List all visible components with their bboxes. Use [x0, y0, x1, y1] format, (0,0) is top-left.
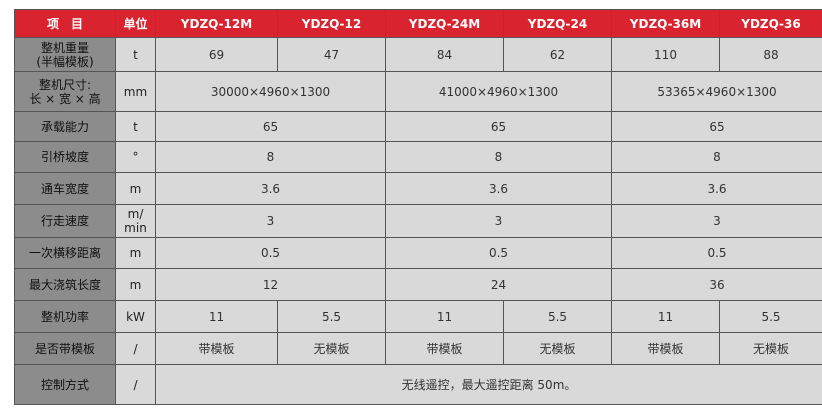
cell-value: 41000×4960×1300	[385, 71, 612, 112]
table-row: 引桥坡度 ° 8 8 8	[14, 141, 822, 173]
cell-value: 53365×4960×1300	[611, 71, 822, 112]
cell-value: 3	[385, 204, 612, 238]
row-unit: t	[115, 111, 156, 142]
cell-value: 69	[155, 37, 278, 72]
cell-value: 无线遥控，最大遥控距离 50m。	[155, 364, 822, 405]
cell-value: 3	[155, 204, 386, 238]
row-unit: t	[115, 37, 156, 72]
header-model: YDZQ-12M	[155, 9, 278, 38]
cell-value: 带模板	[155, 332, 278, 365]
row-label: 通车宽度	[14, 172, 116, 205]
cell-value: 65	[385, 111, 612, 142]
cell-value: 36	[611, 268, 822, 301]
row-label: 整机尺寸: 长 × 宽 × 高	[14, 71, 116, 112]
row-unit-line: min	[124, 221, 147, 235]
cell-value: 带模板	[385, 332, 504, 365]
table-row: 整机功率 kW 11 5.5 11 5.5 11 5.5	[14, 300, 822, 333]
table-row: 通车宽度 m 3.6 3.6 3.6	[14, 172, 822, 205]
table-row: 一次横移距离 m 0.5 0.5 0.5	[14, 237, 822, 269]
row-label-line: 整机尺寸:	[38, 77, 92, 92]
row-label-line: 长 × 宽 × 高	[29, 91, 101, 106]
table-row: 整机尺寸: 长 × 宽 × 高 mm 30000×4960×1300 41000…	[14, 71, 822, 112]
cell-value: 11	[155, 300, 278, 333]
row-unit: /	[115, 332, 156, 365]
table-row: 行走速度 m/ min 3 3 3	[14, 204, 822, 238]
cell-value: 0.5	[155, 237, 386, 269]
header-row: 项 目 单位 YDZQ-12M YDZQ-12 YDZQ-24M YDZQ-24…	[14, 9, 822, 38]
spec-table: 项 目 单位 YDZQ-12M YDZQ-12 YDZQ-24M YDZQ-24…	[14, 9, 822, 405]
row-label: 一次横移距离	[14, 237, 116, 269]
row-unit: kW	[115, 300, 156, 333]
cell-value: 24	[385, 268, 612, 301]
cell-value: 5.5	[503, 300, 612, 333]
table-row: 控制方式 / 无线遥控，最大遥控距离 50m。	[14, 364, 822, 405]
header-model: YDZQ-24	[503, 9, 612, 38]
header-model: YDZQ-12	[277, 9, 386, 38]
cell-value: 3	[611, 204, 822, 238]
cell-value: 11	[385, 300, 504, 333]
header-unit: 单位	[115, 9, 156, 38]
row-unit: m	[115, 268, 156, 301]
header-item: 项 目	[14, 9, 116, 38]
cell-value: 8	[611, 141, 822, 173]
row-label: 控制方式	[14, 364, 116, 405]
row-label: 行走速度	[14, 204, 116, 238]
cell-value: 5.5	[719, 300, 822, 333]
row-label: 引桥坡度	[14, 141, 116, 173]
table-row: 是否带模板 / 带模板 无模板 带模板 无模板 带模板 无模板	[14, 332, 822, 365]
row-label-line: (半幅模板)	[36, 54, 94, 69]
row-label: 整机功率	[14, 300, 116, 333]
cell-value: 0.5	[611, 237, 822, 269]
cell-value: 110	[611, 37, 720, 72]
cell-value: 无模板	[503, 332, 612, 365]
cell-value: 0.5	[385, 237, 612, 269]
row-label: 承载能力	[14, 111, 116, 142]
row-label: 整机重量 (半幅模板)	[14, 37, 116, 72]
row-label: 最大浇筑长度	[14, 268, 116, 301]
cell-value: 3.6	[385, 172, 612, 205]
row-unit: m	[115, 237, 156, 269]
row-unit: m	[115, 172, 156, 205]
table-row: 整机重量 (半幅模板) t 69 47 84 62 110 88	[14, 37, 822, 72]
cell-value: 30000×4960×1300	[155, 71, 386, 112]
row-unit-line: m/	[127, 207, 144, 221]
cell-value: 62	[503, 37, 612, 72]
header-model: YDZQ-36M	[611, 9, 720, 38]
cell-value: 12	[155, 268, 386, 301]
row-unit: m/ min	[115, 204, 156, 238]
cell-value: 5.5	[277, 300, 386, 333]
row-unit: mm	[115, 71, 156, 112]
row-unit: /	[115, 364, 156, 405]
cell-value: 47	[277, 37, 386, 72]
cell-value: 84	[385, 37, 504, 72]
row-label-line: 整机重量	[40, 40, 89, 55]
cell-value: 无模板	[277, 332, 386, 365]
cell-value: 3.6	[155, 172, 386, 205]
header-model: YDZQ-36	[719, 9, 822, 38]
cell-value: 带模板	[611, 332, 720, 365]
cell-value: 3.6	[611, 172, 822, 205]
cell-value: 88	[719, 37, 822, 72]
table-row: 承载能力 t 65 65 65	[14, 111, 822, 142]
row-unit: °	[115, 141, 156, 173]
table-row: 最大浇筑长度 m 12 24 36	[14, 268, 822, 301]
cell-value: 65	[611, 111, 822, 142]
cell-value: 11	[611, 300, 720, 333]
cell-value: 无模板	[719, 332, 822, 365]
cell-value: 65	[155, 111, 386, 142]
cell-value: 8	[385, 141, 612, 173]
row-label: 是否带模板	[14, 332, 116, 365]
cell-value: 8	[155, 141, 386, 173]
header-model: YDZQ-24M	[385, 9, 504, 38]
